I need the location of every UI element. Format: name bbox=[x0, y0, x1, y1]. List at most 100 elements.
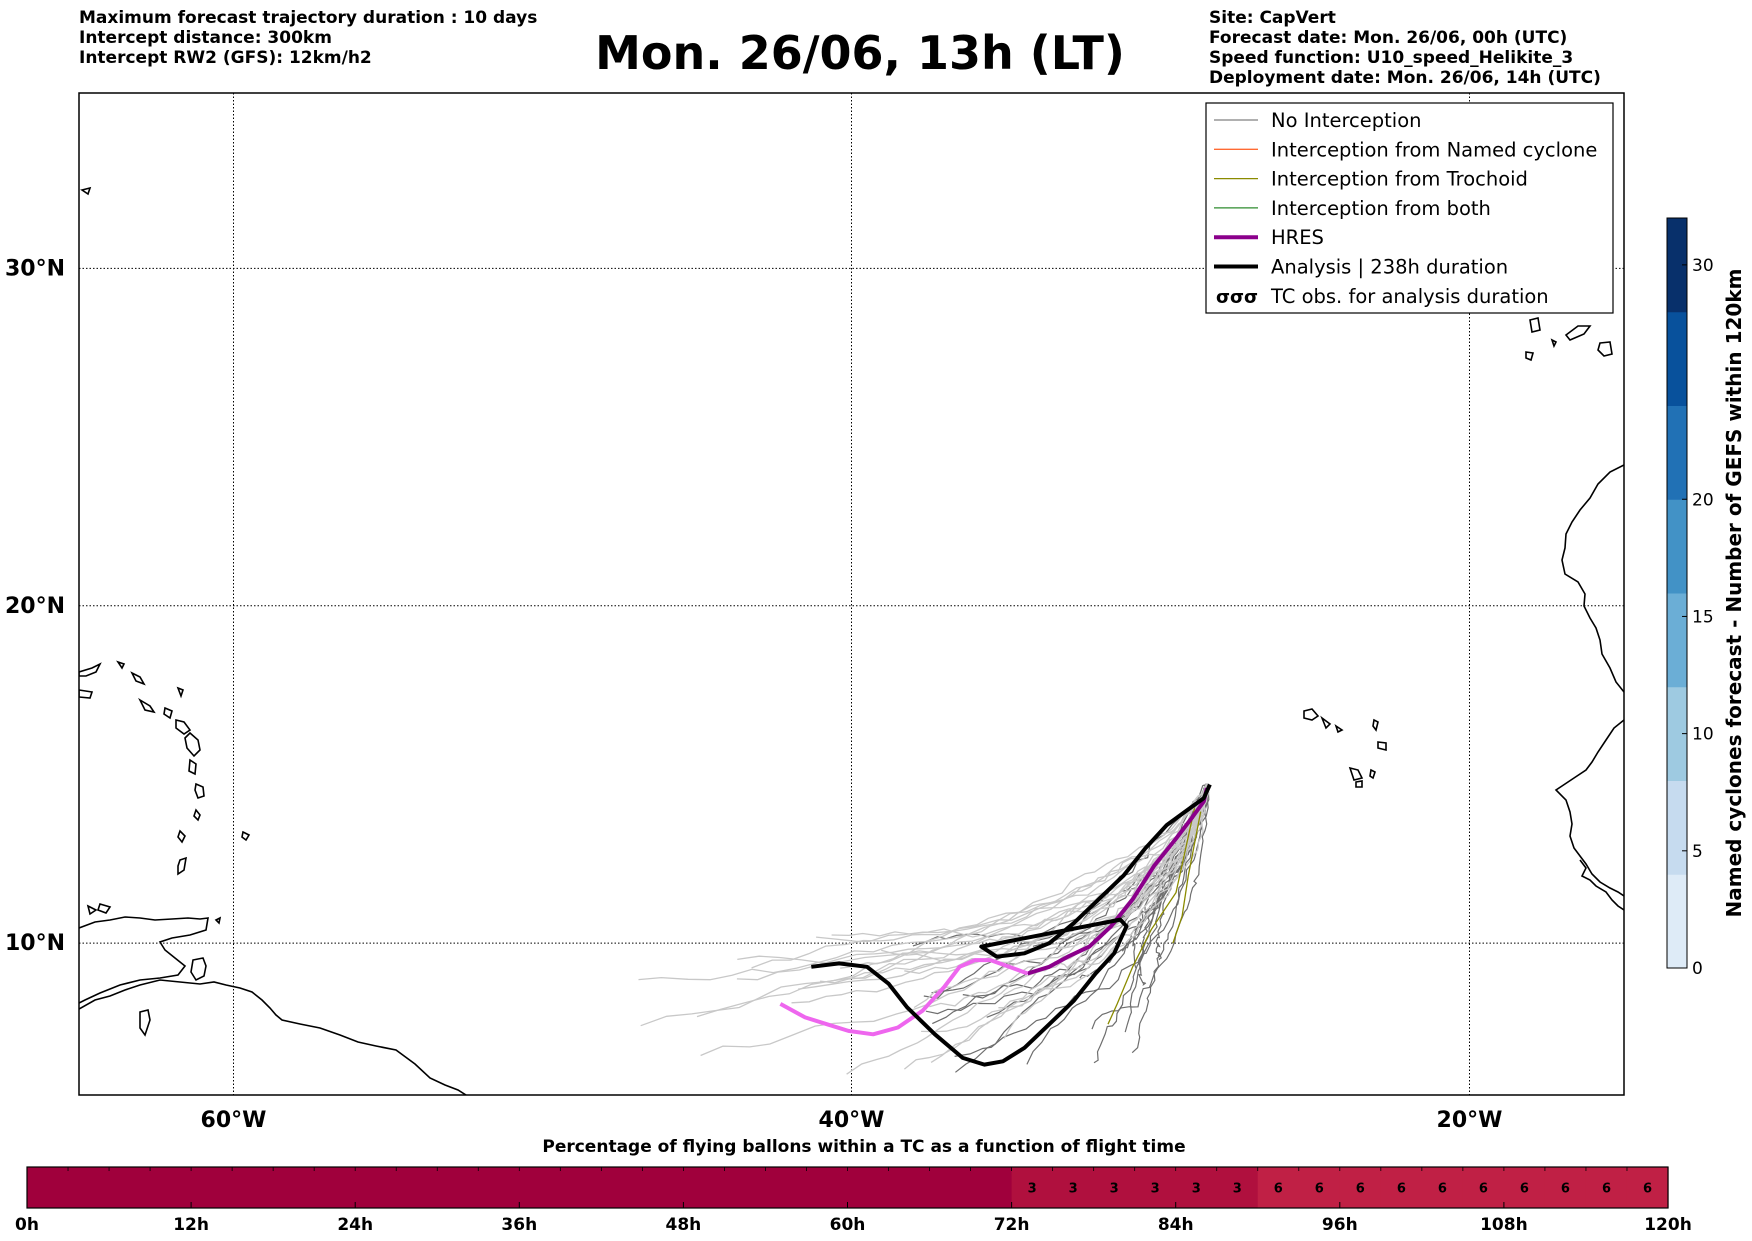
timeline-tick-label: 36h bbox=[501, 1215, 537, 1235]
coastline-africa-ragged bbox=[1579, 859, 1624, 911]
colorbar-segment bbox=[1667, 218, 1687, 313]
timeline-cell bbox=[724, 1167, 767, 1208]
island-capeverde-2 bbox=[1320, 715, 1332, 730]
timeline-cell bbox=[683, 1167, 726, 1208]
timeline-cell bbox=[806, 1167, 849, 1208]
timeline-tick-label: 60h bbox=[830, 1215, 866, 1235]
colorbar-label: Named cyclones forecast - Number of GEFS… bbox=[1722, 269, 1746, 918]
island-barbados bbox=[241, 830, 251, 842]
timeline-cell bbox=[1503, 1167, 1546, 1208]
lon-label: 20°W bbox=[1437, 1108, 1503, 1133]
timeline-cell-value: 3 bbox=[1233, 1182, 1242, 1197]
island-abc bbox=[96, 903, 112, 914]
header-right-line: Site: CapVert bbox=[1209, 8, 1336, 28]
legend-item: Analysis | 238h duration bbox=[1214, 256, 1508, 279]
lat-label: 10°N bbox=[5, 931, 65, 956]
legend-label: Analysis | 238h duration bbox=[1271, 256, 1508, 279]
lat-label: 20°N bbox=[5, 594, 65, 619]
legend-label: No Interception bbox=[1271, 109, 1422, 132]
hres-trajectory-late bbox=[779, 958, 1029, 1037]
island-antilles-8 bbox=[163, 706, 173, 720]
colorbar-tick-label: 30 bbox=[1692, 256, 1714, 276]
colorbar-tick-label: 5 bbox=[1692, 842, 1703, 862]
tc-obs-symbol: σσσ bbox=[1216, 287, 1258, 308]
island-capeverde-8 bbox=[1369, 768, 1376, 780]
timeline-cell bbox=[1298, 1167, 1341, 1208]
timeline-cell bbox=[642, 1167, 684, 1208]
timeline-cell bbox=[519, 1167, 561, 1208]
timeline-cell bbox=[27, 1167, 69, 1208]
island-canary-4 bbox=[1550, 338, 1558, 349]
timeline-cell bbox=[1339, 1167, 1382, 1208]
timeline-cell-value: 3 bbox=[1110, 1182, 1119, 1197]
island-canary-2 bbox=[1564, 325, 1592, 341]
longitude-labels: 60°W 40°W 20°W bbox=[201, 1108, 1503, 1133]
analysis-trajectory bbox=[811, 783, 1212, 1067]
coastline-venezuela-north bbox=[79, 916, 209, 1004]
colorbar-segment bbox=[1667, 686, 1687, 781]
timeline-cell bbox=[765, 1167, 808, 1208]
timeline-bar: 3 3 3 3 3 3 6 6 6 6 6 6 6 6 6 6 bbox=[26, 1167, 1669, 1208]
hres-trajectory-early bbox=[1027, 787, 1209, 976]
colorbar-segment bbox=[1667, 780, 1687, 875]
page-title: Mon. 26/06, 13h (LT) bbox=[595, 26, 1125, 80]
timeline-cell-value: 6 bbox=[1356, 1182, 1365, 1197]
timeline-cell-value: 3 bbox=[1028, 1182, 1037, 1197]
timeline-tick-label: 84h bbox=[1158, 1215, 1194, 1235]
timeline-cell bbox=[232, 1167, 274, 1208]
header-right-line: Forecast date: Mon. 26/06, 00h (UTC) bbox=[1209, 28, 1568, 48]
timeline-cell bbox=[970, 1167, 1013, 1208]
colorbar-tick-label: 20 bbox=[1692, 490, 1714, 510]
coastline-south-america bbox=[79, 979, 467, 1095]
island-antilles-2 bbox=[188, 758, 197, 776]
timeline-cell bbox=[1585, 1167, 1628, 1208]
island-bermuda-ish bbox=[80, 186, 92, 196]
timeline-tick-label: 24h bbox=[337, 1215, 373, 1235]
timeline-cell-value: 6 bbox=[1602, 1182, 1611, 1197]
island-antilles-1 bbox=[184, 731, 201, 758]
timeline-cell bbox=[1052, 1167, 1095, 1208]
lon-label: 60°W bbox=[201, 1108, 267, 1133]
legend-item: Interception from Trochoid bbox=[1214, 168, 1528, 191]
timeline-cell bbox=[273, 1167, 315, 1208]
timeline-title: Percentage of flying ballons within a TC… bbox=[542, 1137, 1185, 1157]
island-capeverde-1 bbox=[1303, 708, 1320, 721]
timeline-cell-value: 3 bbox=[1192, 1182, 1201, 1197]
timeline-cell bbox=[1134, 1167, 1177, 1208]
island-capeverde-3 bbox=[1334, 724, 1344, 734]
legend-label: TC obs. for analysis duration bbox=[1270, 285, 1549, 308]
trochoid-trajectory bbox=[1172, 811, 1202, 944]
timeline-cell bbox=[1462, 1167, 1505, 1208]
timeline-cell bbox=[1093, 1167, 1136, 1208]
timeline-tick-label: 96h bbox=[1322, 1215, 1358, 1235]
ensemble-trajectory bbox=[881, 791, 1209, 962]
island-antilles-6 bbox=[177, 856, 188, 876]
colorbar-segment bbox=[1667, 311, 1687, 406]
island-lesser-2 bbox=[116, 660, 126, 670]
island-virgin bbox=[79, 662, 102, 677]
island-canary-3 bbox=[1597, 341, 1613, 357]
legend-items: No Interception Interception from Named c… bbox=[1214, 109, 1597, 308]
coastline-africa bbox=[1554, 464, 1624, 897]
legend: No Interception Interception from Named c… bbox=[1205, 102, 1614, 314]
coastlines bbox=[79, 186, 1624, 1095]
timeline-cell bbox=[1380, 1167, 1423, 1208]
timeline-cell bbox=[1421, 1167, 1464, 1208]
timeline-cell bbox=[847, 1167, 890, 1208]
trochoid-trajectory bbox=[1107, 808, 1196, 1025]
latitude-labels: 30°N 20°N 10°N bbox=[5, 256, 65, 956]
timeline-tick-label: 120h bbox=[1644, 1215, 1692, 1235]
legend-label: Interception from Trochoid bbox=[1271, 168, 1528, 191]
timeline-cell bbox=[601, 1167, 643, 1208]
map-frame bbox=[78, 92, 1625, 1096]
island-capeverde-5 bbox=[1377, 741, 1387, 752]
header-right-line: Speed function: U10_speed_Helikite_3 bbox=[1209, 48, 1574, 68]
timeline-cell bbox=[68, 1167, 110, 1208]
header-info-right: Site: CapVert Forecast date: Mon. 26/06,… bbox=[1209, 8, 1601, 88]
timeline-cell-value: 6 bbox=[1561, 1182, 1570, 1197]
island-capeverde-7 bbox=[1348, 766, 1364, 781]
timeline-cell-value: 6 bbox=[1643, 1182, 1652, 1197]
colorbar-frame bbox=[1666, 217, 1688, 969]
header-left-line: Maximum forecast trajectory duration : 1… bbox=[79, 8, 538, 28]
island-canary-1 bbox=[1529, 317, 1541, 333]
